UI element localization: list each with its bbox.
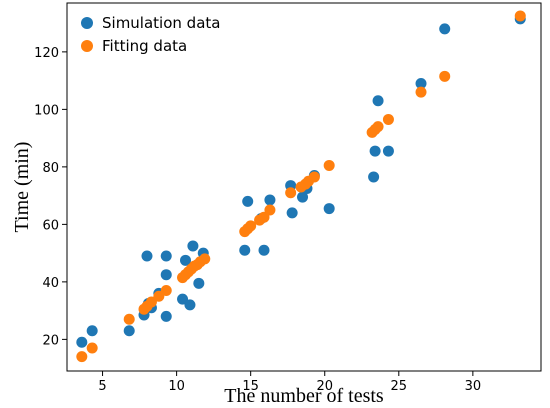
data-point [514, 10, 526, 22]
y-axis-label: Time (min) [11, 142, 33, 233]
x-axis-label: The number of tests [224, 385, 384, 407]
x-axis: 5 10 15 20 25 30 [98, 371, 481, 394]
data-point [86, 325, 98, 337]
legend-label-simulation: Simulation data [102, 14, 220, 32]
series-fitting [76, 10, 526, 363]
data-point [141, 250, 153, 262]
x-tick-label: 30 [465, 379, 482, 394]
data-point [76, 351, 88, 363]
legend-marker-simulation [81, 17, 93, 29]
data-point [258, 244, 270, 256]
legend: Simulation data Fitting data [81, 14, 220, 55]
data-point [160, 310, 172, 322]
data-point [180, 254, 191, 266]
data-point [242, 195, 254, 207]
data-point [369, 145, 381, 157]
data-point [160, 250, 172, 262]
y-tick-label: 40 [42, 276, 59, 291]
data-point [239, 244, 251, 256]
y-tick-label: 60 [42, 218, 59, 233]
y-tick-label: 120 [34, 46, 59, 61]
x-tick-label: 5 [98, 379, 106, 394]
data-point [123, 313, 135, 325]
data-point [184, 299, 196, 311]
data-point [123, 325, 135, 337]
data-point [160, 285, 172, 296]
data-point [86, 342, 98, 354]
legend-marker-fitting [81, 40, 93, 52]
x-tick-label: 20 [316, 379, 333, 394]
data-point [160, 269, 172, 281]
data-point [245, 220, 257, 232]
y-axis: 20 40 60 80 100 120 [34, 46, 67, 348]
plot-frame [66, 2, 542, 372]
data-point [382, 145, 394, 157]
data-point [199, 253, 211, 265]
series-simulation [76, 13, 526, 348]
y-tick-label: 20 [42, 333, 59, 348]
data-point [145, 296, 157, 308]
data-point [286, 207, 298, 219]
data-point [372, 121, 384, 133]
data-point [439, 70, 451, 82]
data-point [264, 204, 276, 216]
data-point [76, 336, 88, 348]
data-point [297, 191, 309, 203]
data-point [368, 171, 380, 183]
data-point [193, 277, 205, 289]
data-points [76, 10, 526, 363]
data-point [264, 194, 276, 206]
data-point [382, 113, 394, 125]
x-tick-label: 10 [168, 379, 185, 394]
data-point [285, 187, 297, 199]
data-point [323, 203, 335, 215]
data-point [308, 171, 320, 183]
data-point [415, 86, 427, 98]
data-point [415, 78, 427, 89]
y-tick-label: 80 [42, 161, 59, 176]
data-point [177, 293, 189, 305]
x-tick-label: 25 [391, 379, 408, 394]
data-point [187, 240, 199, 252]
data-point [372, 95, 384, 107]
data-point [439, 23, 451, 35]
x-tick-label: 15 [242, 379, 259, 394]
y-tick-label: 100 [34, 103, 59, 118]
legend-label-fitting: Fitting data [102, 37, 187, 55]
data-point [153, 290, 165, 302]
data-point [323, 159, 335, 171]
